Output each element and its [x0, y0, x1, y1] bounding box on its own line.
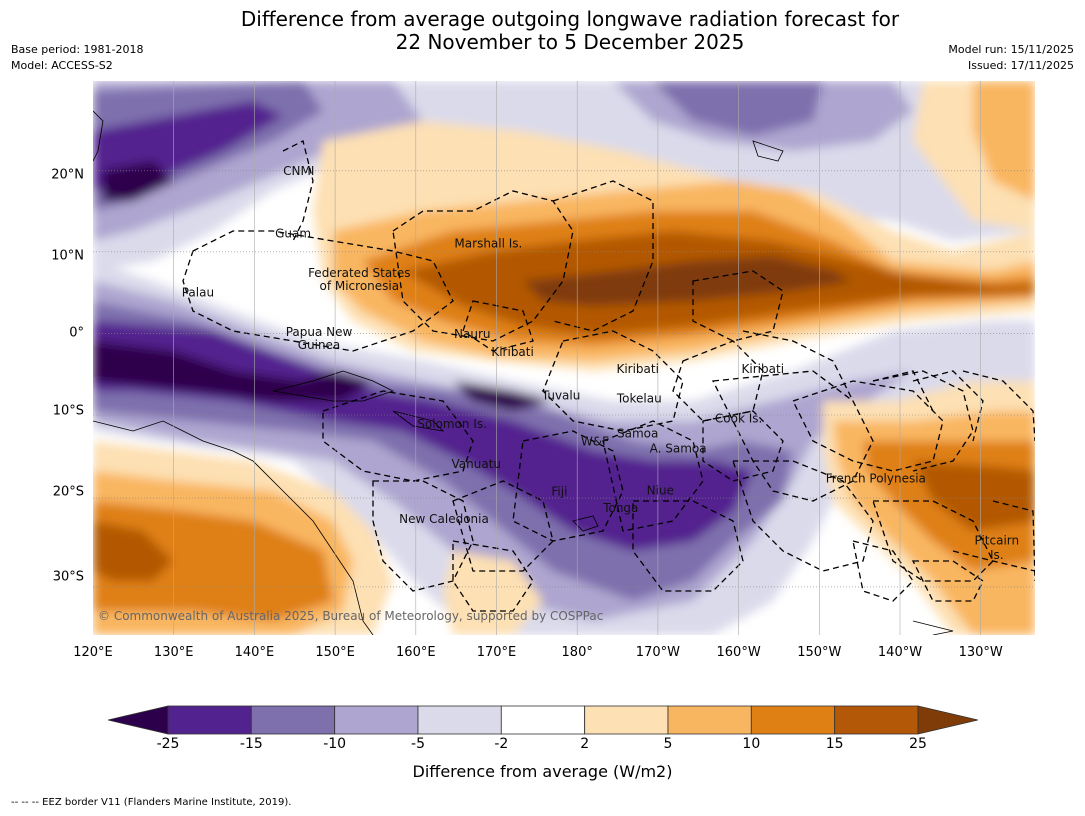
map-label: Guinea: [298, 338, 341, 352]
colorbar-segment: [417, 705, 502, 735]
colorbar-tick-label: -5: [411, 736, 425, 752]
x-tick-label: 160°E: [396, 645, 436, 660]
map-label: Palau: [182, 285, 214, 299]
map-label: Cook Is.: [715, 411, 762, 425]
map-label: Kiribati: [616, 362, 658, 376]
map-panel[interactable]: CNMI Guam Marshall Is. Federated States of M…: [93, 81, 1035, 635]
y-tick-label: 10°S: [52, 403, 84, 419]
map-label: Vanuatu: [452, 457, 502, 471]
map-label: Papua New: [286, 325, 353, 339]
map-label: Fiji: [551, 485, 567, 499]
map-label: New Caledonia: [399, 512, 489, 526]
meridians: [173, 81, 982, 635]
map-title: Difference from average outgoing longwav…: [0, 8, 1085, 54]
colorbar-tick-label: 2: [580, 736, 590, 752]
x-tick-label: 120°E: [73, 645, 113, 660]
title-line-1: Difference from average outgoing longwav…: [240, 7, 900, 31]
colorbar-tick-label: 15: [825, 736, 844, 752]
map-label: French Polynesia: [826, 471, 926, 485]
copyright-notice: © Commonwealth of Australia 2025, Bureau…: [98, 609, 604, 623]
meta-left: Base period: 1981-2018 Model: ACCESS-S2: [11, 42, 143, 74]
model-run: Model run: 15/11/2025: [948, 43, 1074, 56]
x-tick-label: 140°E: [234, 645, 275, 660]
y-tick-label: 20°S: [52, 484, 84, 500]
colorbar-extend-min: [108, 705, 169, 735]
colorbar-tick-label: 25: [909, 736, 927, 752]
map-label: of Micronesia: [319, 279, 399, 293]
map-label: Is.: [990, 548, 1004, 562]
map-label: Niue: [647, 484, 674, 498]
x-tick-label: 160°W: [716, 645, 761, 660]
y-tick-label: 0°: [69, 325, 84, 341]
colorbar-tick-label: -10: [323, 736, 347, 752]
map-label: Solomon Is.: [417, 417, 487, 431]
x-tick-label: 170°W: [635, 645, 680, 660]
map-label: Samoa: [617, 426, 658, 440]
map-label: Tokelau: [616, 392, 662, 406]
colorbar-segment: [667, 705, 752, 735]
map-label: CNMI: [283, 164, 314, 178]
graticule: [93, 170, 1035, 588]
meta-right: Model run: 15/11/2025 Issued: 17/11/2025: [948, 42, 1074, 74]
colorbar-segment: [500, 705, 585, 735]
colorbar-title: Difference from average (W/m2): [412, 762, 673, 781]
y-tick-label: 20°N: [51, 167, 84, 183]
issued-date: Issued: 17/11/2025: [967, 59, 1074, 72]
colorbar-segment: [250, 705, 336, 735]
map-label: Tonga: [602, 501, 638, 515]
map-label: Marshall Is.: [454, 237, 522, 251]
x-tick-label: 150°E: [315, 645, 355, 660]
colorbar-segment: [750, 705, 835, 735]
map-label: Kiribati: [491, 345, 533, 359]
x-tick-label: 150°W: [797, 645, 842, 660]
model-name: Model: ACCESS-S2: [11, 59, 113, 72]
y-tick-label: 30°S: [52, 569, 84, 585]
colorbar-segment: [834, 705, 919, 735]
coastlines: [93, 110, 954, 635]
colorbar-extend-max: [917, 705, 978, 735]
colorbar-tick-label: 10: [742, 736, 761, 752]
colorbar-tick-label: -2: [494, 736, 509, 752]
map-label: Tuvalu: [541, 389, 581, 403]
x-tick-label: 130°W: [958, 645, 1003, 660]
colorbar-segment: [334, 705, 419, 735]
map-label: Kiribati: [742, 362, 784, 376]
map-label: Nauru: [454, 327, 490, 341]
eez-borders: [182, 140, 1035, 612]
x-tick-label: 130°E: [153, 645, 194, 660]
colorbar: [108, 705, 978, 735]
colorbar-tick-label: -15: [239, 736, 263, 752]
x-tick-label: 170°E: [476, 645, 517, 660]
x-tick-label: 180°: [561, 645, 593, 660]
title-line-2: 22 November to 5 December 2025: [395, 30, 745, 54]
colorbar-tick-label: -25: [156, 736, 180, 752]
colorbar-tick-label: 5: [663, 736, 673, 752]
map-label: Federated States: [308, 266, 410, 280]
eez-border-legend: -- -- -- EEZ border V11 (Flanders Marine…: [11, 797, 292, 808]
base-period: Base period: 1981-2018: [11, 43, 144, 56]
map-label: Pitcairn: [974, 533, 1019, 547]
map-label: W&F: [581, 434, 609, 448]
y-tick-label: 10°N: [51, 248, 84, 264]
x-tick-label: 140°W: [877, 645, 923, 660]
map-label: Guam: [275, 226, 311, 240]
map-label: A. Samoa: [650, 442, 707, 456]
colorbar-segment: [584, 705, 669, 735]
colorbar-segment: [167, 705, 252, 735]
